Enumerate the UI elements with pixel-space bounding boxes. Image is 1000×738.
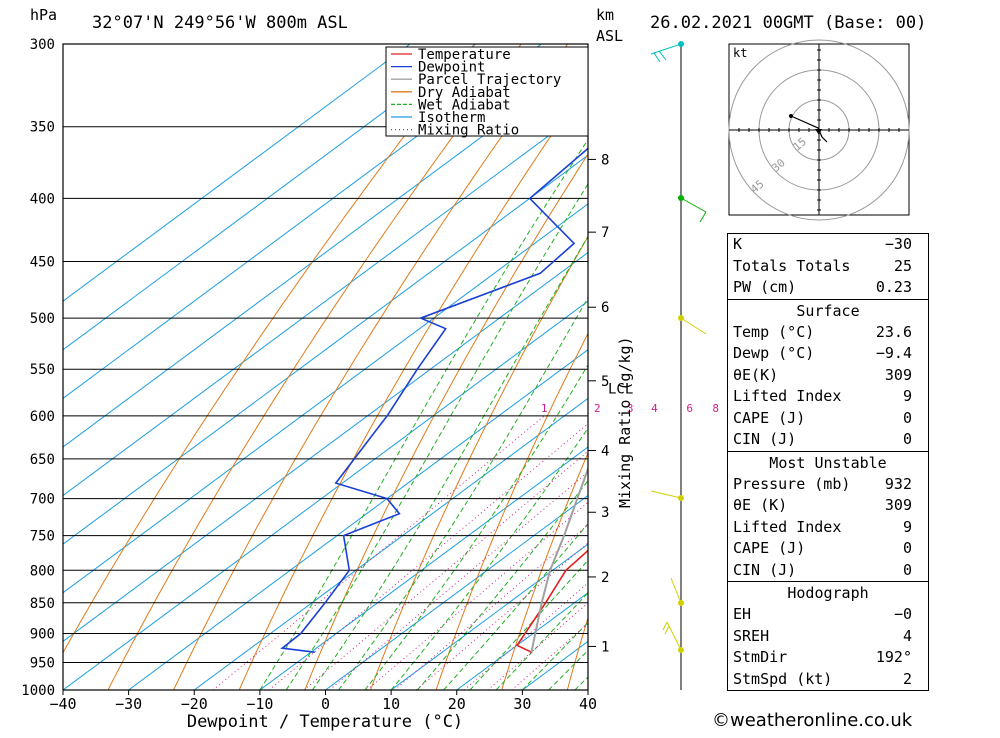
precipitable-water-row: PW (cm)0.23 <box>728 277 928 299</box>
pressure-tick-label: 750 <box>30 529 55 545</box>
wind-barb <box>671 578 681 603</box>
temperature-tick-label: 40 <box>579 695 597 713</box>
pressure-tick-label: 400 <box>30 191 55 207</box>
surface-title: Surface <box>728 299 928 322</box>
mu-theta-row: θE (K)309 <box>728 495 928 517</box>
pressure-tick-label: 350 <box>30 120 55 136</box>
pressure-tick-label: 300 <box>30 37 55 53</box>
temperature-tick-label: −10 <box>246 695 273 713</box>
temperature-tick-label: 0 <box>321 695 330 713</box>
location-title: 32°07'N 249°56'W 800m ASL <box>92 13 348 33</box>
km-tick-label: 2 <box>601 570 609 586</box>
mixing-ratio-label: 6 <box>686 402 693 415</box>
hodograph-point <box>789 114 793 118</box>
surface-cape-row: CAPE (J)0 <box>728 408 928 430</box>
eh-row: EH−0 <box>728 604 928 626</box>
km-tick-label: 4 <box>601 444 609 460</box>
temperature-tick-label: −20 <box>181 695 208 713</box>
wind-barb <box>681 198 706 222</box>
k-index-row: K−30 <box>728 234 928 256</box>
copyright-link[interactable]: ©weatheronline.co.uk <box>712 710 912 731</box>
surface-temp-row: Temp (°C)23.6 <box>728 322 928 344</box>
wind-profile <box>651 41 706 690</box>
mu-cape-row: CAPE (J)0 <box>728 538 928 560</box>
dry-adiabat-line <box>436 44 754 690</box>
pressure-tick-label: 950 <box>30 655 55 671</box>
mixing-ratio-axis-label: Mixing Ratio (g/kg) <box>616 336 634 508</box>
dry-adiabat-line <box>174 44 568 690</box>
wind-level-marker <box>678 495 684 501</box>
temperature-tick-label: −30 <box>115 695 142 713</box>
mixing-ratio-label: 2 <box>594 402 601 415</box>
isotherm-line <box>0 44 476 690</box>
wind-barb <box>651 44 681 62</box>
wind-level-marker <box>678 41 684 47</box>
wind-level-marker <box>678 647 684 653</box>
surface-cin-row: CIN (J)0 <box>728 429 928 451</box>
temperature-tick-label: 20 <box>448 695 466 713</box>
wet-adiabat-line <box>312 44 708 690</box>
dry-adiabat-line <box>961 44 1000 690</box>
storm-speed-row: StmSpd (kt)2 <box>728 669 928 691</box>
wind-barb <box>663 622 681 650</box>
date-title: 26.02.2021 00GMT (Base: 00) <box>650 13 926 33</box>
wind-barb <box>681 318 706 334</box>
pressure-tick-label: 700 <box>30 492 55 508</box>
temperature-tick-label: 30 <box>513 695 531 713</box>
temperature-tick-label: 10 <box>382 695 400 713</box>
pressure-tick-label: 650 <box>30 452 55 468</box>
wind-barb <box>651 491 681 498</box>
x-axis-label: Dewpoint / Temperature (°C) <box>187 712 463 732</box>
mu-pressure-row: Pressure (mb)932 <box>728 474 928 496</box>
km-label: km <box>596 6 614 24</box>
surface-dewp-row: Dewp (°C)−9.4 <box>728 343 928 365</box>
isotherm-line <box>0 44 673 690</box>
most-unstable-title: Most Unstable <box>728 451 928 474</box>
mixing-ratio-label: 8 <box>712 402 719 415</box>
asl-label: ASL <box>596 27 623 45</box>
pressure-tick-label: 900 <box>30 626 55 642</box>
mu-cin-row: CIN (J)0 <box>728 560 928 582</box>
wind-level-marker <box>678 600 684 606</box>
pressure-tick-label: 550 <box>30 362 55 378</box>
wet-adiabat-line <box>365 44 779 690</box>
mixing-ratio-label: 1 <box>541 402 548 415</box>
pressure-tick-label: 500 <box>30 311 55 327</box>
wind-level-marker <box>678 315 684 321</box>
hodograph-title: Hodograph <box>728 581 928 604</box>
isotherm-line <box>0 44 804 690</box>
hpa-label: hPa <box>30 6 57 24</box>
km-tick-label: 8 <box>601 152 609 168</box>
dry-adiabat-line <box>108 44 521 690</box>
pressure-tick-label: 450 <box>30 255 55 271</box>
wind-level-marker <box>678 195 684 201</box>
isotherm-line <box>0 44 410 690</box>
pressure-tick-label: 600 <box>30 409 55 425</box>
legend-item-label: Mixing Ratio <box>418 123 519 139</box>
dry-adiabat-line <box>305 44 661 690</box>
dry-adiabat-line <box>371 44 708 690</box>
km-tick-label: 3 <box>601 505 609 521</box>
surface-theta-row: θE(K)309 <box>728 365 928 387</box>
hodograph-unit-label: kt <box>733 46 747 60</box>
km-tick-label: 1 <box>601 639 609 655</box>
temperature-tick-label: −40 <box>49 695 76 713</box>
pressure-tick-label: 800 <box>30 563 55 579</box>
pressure-tick-label: 850 <box>30 596 55 612</box>
mixing-ratio-label: 4 <box>651 402 658 415</box>
km-tick-label: 7 <box>601 225 609 241</box>
km-tick-label: 6 <box>601 300 609 316</box>
